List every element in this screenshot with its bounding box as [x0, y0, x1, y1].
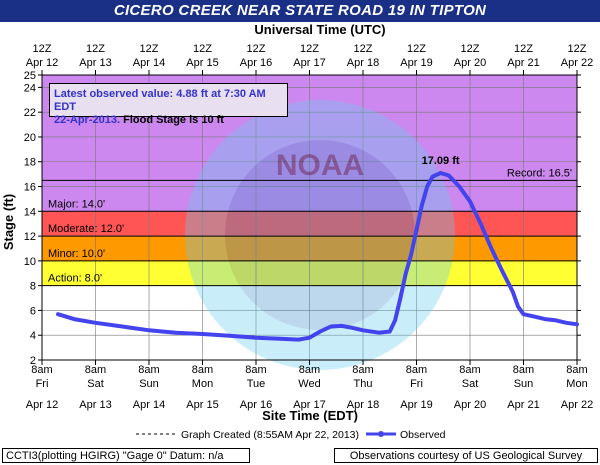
legend-observed: Observed — [400, 429, 446, 441]
y-tick-label: 14 — [24, 206, 36, 218]
threshold-labels: Record: 16.5' Major: 14.0' Moderate: 12.0'… — [42, 167, 577, 287]
bottom-tick-day: Mon — [566, 378, 587, 390]
seal-logo-text: NOAA — [276, 149, 364, 182]
legend: Graph Created (8:55AM Apr 22, 2013) Obse… — [136, 429, 446, 441]
top-tick-date: Apr 19 — [400, 57, 432, 69]
threshold-label-action: Action: 8.0' — [48, 273, 102, 285]
legend-created: Graph Created (8:55AM Apr 22, 2013) — [181, 429, 359, 441]
bottom-tick-date: Apr 13 — [79, 399, 111, 411]
flood-stage-line: 22-Apr-2013. Flood Stage is 10 ft — [54, 114, 283, 127]
latest-date: 22-Apr-2013. — [54, 114, 121, 126]
y-tick-label: 12 — [24, 231, 36, 243]
series-layer: 17.09 ft — [56, 155, 579, 342]
bottom-tick-time: 8am — [406, 364, 427, 376]
top-tick-hour: 12Z — [140, 43, 159, 55]
top-tick-hour: 12Z — [407, 43, 426, 55]
bottom-tick-time: 8am — [299, 364, 320, 376]
y-tick-label: 2 — [30, 355, 36, 367]
flood-stage-text: Flood Stage is 10 ft — [123, 114, 224, 126]
latest-observation-box: Latest observed value: 4.88 ft at 7:30 A… — [49, 83, 288, 126]
bottom-tick-day: Sat — [462, 378, 479, 390]
y-tick-label: 18 — [24, 157, 36, 169]
y-tick-label: 8 — [30, 281, 36, 293]
y-tick-label: 25 — [24, 70, 36, 82]
top-tick-date: Apr 21 — [507, 57, 539, 69]
bottom-tick-day: Thu — [354, 378, 373, 390]
y-tick-label: 22 — [24, 107, 36, 119]
seal-outer-circle — [185, 100, 455, 370]
threshold-label-moderate: Moderate: 12.0' — [48, 223, 124, 235]
bottom-tick-day: Fri — [410, 378, 423, 390]
top-tick-date: Apr 16 — [240, 57, 272, 69]
top-tick-date: Apr 20 — [454, 57, 486, 69]
bottom-tick-date: Apr 12 — [26, 399, 58, 411]
top-tick-date: Apr 18 — [347, 57, 379, 69]
peak-label: 17.09 ft — [422, 155, 460, 167]
y-axis-title: Stage (ft) — [1, 194, 16, 250]
bottom-tick-time: 8am — [352, 364, 373, 376]
bottom-tick-time: 8am — [192, 364, 213, 376]
bottom-tick-date: Apr 17 — [293, 399, 325, 411]
bottom-tick-date: Apr 18 — [347, 399, 379, 411]
series-line-observed — [56, 171, 579, 342]
threshold-label-record: Record: 16.5' — [507, 167, 572, 179]
top-tick-hour: 12Z — [86, 43, 105, 55]
top-tick-hour: 12Z — [568, 43, 587, 55]
bottom-tick-date: Apr 20 — [454, 399, 486, 411]
bottom-tick-day: Tue — [247, 378, 266, 390]
bottom-tick-time: 8am — [513, 364, 534, 376]
y-tick-label: 4 — [30, 330, 36, 342]
top-tick-date: Apr 17 — [293, 57, 325, 69]
top-axis-title: Universal Time (UTC) — [254, 22, 385, 37]
top-tick-hour: 12Z — [193, 43, 212, 55]
bottom-tick-day: Sun — [139, 378, 159, 390]
bottom-tick-time: 8am — [85, 364, 106, 376]
bottom-tick-date: Apr 19 — [400, 399, 432, 411]
bottom-tick-day: Wed — [298, 378, 320, 390]
top-tick-hour: 12Z — [247, 43, 266, 55]
top-tick-date: Apr 13 — [79, 57, 111, 69]
bottom-tick-time: 8am — [31, 364, 52, 376]
y-tick-label: 10 — [24, 256, 36, 268]
top-tick-hour: 12Z — [300, 43, 319, 55]
bottom-tick-time: 8am — [138, 364, 159, 376]
bottom-tick-day: Fri — [36, 378, 49, 390]
threshold-label-minor: Minor: 10.0' — [48, 248, 105, 260]
y-tick-label: 6 — [30, 305, 36, 317]
chart-title: CICERO CREEK NEAR STATE ROAD 19 IN TIPTO… — [0, 0, 600, 22]
top-tick-date: Apr 22 — [561, 57, 593, 69]
bottom-axis-title: Site Time (EDT) — [262, 408, 358, 423]
seal-inner-circle — [225, 140, 415, 330]
legend-observed-marker — [378, 431, 384, 437]
bottom-tick-date: Apr 16 — [240, 399, 272, 411]
bottom-tick-time: 8am — [566, 364, 587, 376]
gage-datum-footer: CCTI3(plotting HGIRG) "Gage 0" Datum: n/… — [2, 448, 250, 463]
bottom-tick-day: Mon — [192, 378, 213, 390]
bottom-tick-date: Apr 14 — [133, 399, 165, 411]
top-tick-date: Apr 15 — [186, 57, 218, 69]
bottom-tick-day: Sat — [87, 378, 104, 390]
top-tick-hour: 12Z — [33, 43, 52, 55]
bottom-tick-date: Apr 22 — [561, 399, 593, 411]
top-tick-date: Apr 14 — [133, 57, 165, 69]
bottom-tick-time: 8am — [245, 364, 266, 376]
top-tick-hour: 12Z — [461, 43, 480, 55]
top-tick-hour: 12Z — [354, 43, 373, 55]
top-tick-hour: 12Z — [514, 43, 533, 55]
threshold-label-major: Major: 14.0' — [48, 198, 105, 210]
observations-courtesy-footer: Observations courtesy of US Geological S… — [334, 448, 598, 463]
bottom-tick-day: Sun — [514, 378, 534, 390]
y-tick-label: 20 — [24, 132, 36, 144]
noaa-seal-watermark: NOAA — [185, 100, 455, 370]
y-tick-label: 24 — [24, 82, 36, 94]
bottom-tick-time: 8am — [459, 364, 480, 376]
latest-value-line: Latest observed value: 4.88 ft at 7:30 A… — [54, 88, 266, 113]
y-tick-label: 16 — [24, 182, 36, 194]
top-tick-date: Apr 12 — [26, 57, 58, 69]
bottom-tick-date: Apr 15 — [186, 399, 218, 411]
bottom-tick-date: Apr 21 — [507, 399, 539, 411]
